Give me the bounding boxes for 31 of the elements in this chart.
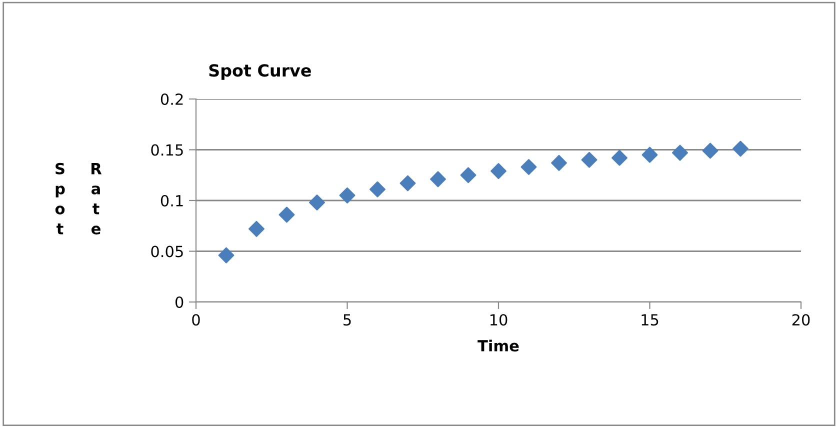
- x-axis-title: Time: [478, 340, 519, 352]
- point: [702, 142, 718, 159]
- point: [672, 144, 688, 161]
- y-tick-label: 0.1: [160, 194, 183, 207]
- point: [520, 159, 537, 175]
- point: [490, 163, 506, 180]
- x-tick-label: 5: [344, 314, 351, 326]
- chart-title: Spot Curve: [209, 64, 311, 80]
- y-tick-label: 0.2: [160, 93, 183, 106]
- point: [278, 206, 295, 223]
- point: [732, 140, 748, 157]
- point: [460, 167, 476, 184]
- point: [612, 150, 628, 166]
- point: [309, 194, 325, 211]
- y-tick-label: 0.15: [151, 144, 183, 156]
- text: Spot Rate: [55, 162, 102, 234]
- point: [581, 152, 598, 168]
- x-tick-label: 10: [490, 314, 508, 326]
- x-tick-label: 0: [192, 314, 200, 326]
- x-tick-label: 20: [792, 314, 810, 326]
- x-tick-label: 15: [642, 314, 658, 326]
- point: [430, 171, 446, 188]
- point: [551, 154, 567, 171]
- point: [218, 247, 234, 264]
- y-tick-label: 0.05: [151, 246, 183, 258]
- point: [400, 175, 416, 192]
- point: [642, 146, 658, 163]
- point: [339, 187, 356, 204]
- point: [370, 181, 386, 198]
- point: [248, 220, 264, 237]
- y-tick-label: 0: [175, 296, 184, 308]
